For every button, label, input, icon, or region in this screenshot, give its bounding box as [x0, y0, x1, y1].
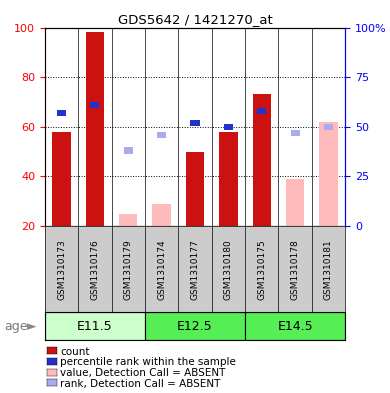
Text: value, Detection Call = ABSENT: value, Detection Call = ABSENT — [60, 368, 226, 378]
Bar — [245, 312, 345, 340]
Bar — [145, 312, 245, 340]
Text: count: count — [60, 347, 90, 357]
Text: rank, Detection Call = ABSENT: rank, Detection Call = ABSENT — [60, 378, 221, 389]
Text: GSM1310175: GSM1310175 — [257, 239, 266, 299]
Bar — [124, 147, 133, 154]
Text: GSM1310181: GSM1310181 — [324, 239, 333, 299]
Text: ►: ► — [27, 320, 36, 333]
Bar — [52, 132, 71, 226]
Bar — [90, 102, 99, 108]
Bar — [57, 110, 66, 116]
Bar — [152, 204, 171, 226]
Text: age: age — [4, 320, 27, 333]
Text: E12.5: E12.5 — [177, 320, 213, 333]
Text: GSM1310178: GSM1310178 — [291, 239, 300, 299]
Text: GSM1310176: GSM1310176 — [90, 239, 99, 299]
Bar — [186, 152, 204, 226]
Bar — [253, 94, 271, 226]
Text: GSM1310173: GSM1310173 — [57, 239, 66, 299]
Text: percentile rank within the sample: percentile rank within the sample — [60, 357, 236, 367]
Text: E14.5: E14.5 — [277, 320, 313, 333]
Bar — [324, 124, 333, 130]
Bar — [286, 179, 304, 226]
Title: GDS5642 / 1421270_at: GDS5642 / 1421270_at — [118, 13, 272, 26]
Bar — [86, 33, 104, 226]
Bar — [291, 130, 300, 136]
Bar — [190, 120, 200, 126]
Bar — [45, 312, 145, 340]
Bar — [157, 132, 166, 138]
Text: GSM1310174: GSM1310174 — [157, 239, 166, 299]
Text: GSM1310179: GSM1310179 — [124, 239, 133, 299]
Bar — [257, 108, 266, 114]
Bar — [219, 132, 238, 226]
Bar — [224, 124, 233, 130]
Bar — [119, 213, 137, 226]
Text: E11.5: E11.5 — [77, 320, 113, 333]
Bar — [319, 122, 338, 226]
Text: GSM1310177: GSM1310177 — [190, 239, 200, 299]
Text: GSM1310180: GSM1310180 — [224, 239, 233, 299]
